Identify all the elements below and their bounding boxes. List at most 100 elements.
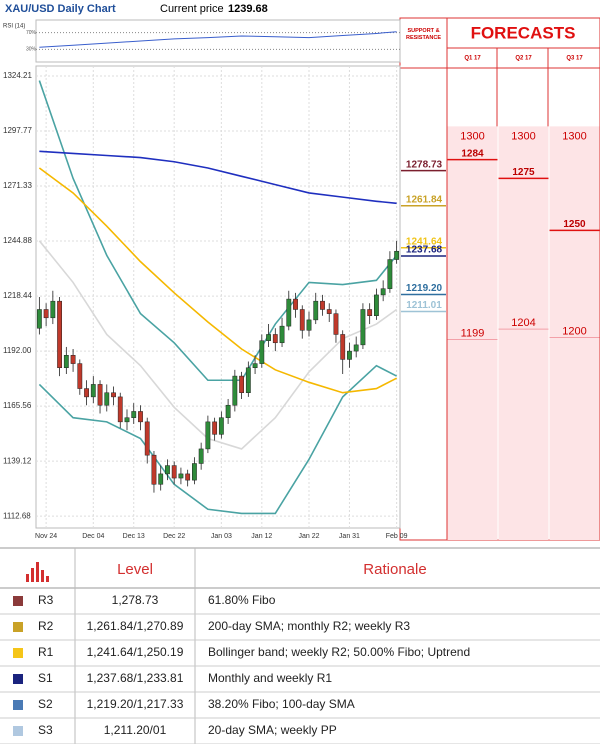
candle-body <box>380 288 386 296</box>
row-swatch <box>13 674 23 684</box>
row-name: R1 <box>38 645 54 659</box>
candle-body <box>151 454 157 485</box>
chart-title: XAU/USD Daily Chart <box>5 3 116 15</box>
forecast-mid: 1284 <box>461 148 484 159</box>
x-tick-label: Nov 24 <box>35 533 57 540</box>
rsi-line <box>39 31 397 48</box>
forecast-period: Q2 17 <box>515 56 532 62</box>
icon-bar <box>36 562 39 582</box>
row-rationale: 61.80% Fibo <box>208 593 276 607</box>
candle-body <box>232 375 238 406</box>
row-name: S3 <box>38 723 53 737</box>
y-tick-label: 1297.77 <box>3 126 32 135</box>
row-level: 1,261.84/1,270.89 <box>87 619 184 633</box>
row-level: 1,219.20/1,217.33 <box>87 697 184 711</box>
candle-body <box>225 404 231 418</box>
icon-bar <box>31 568 34 582</box>
row-name: R2 <box>38 619 54 633</box>
candle-body <box>340 334 346 360</box>
x-tick-label: Dec 13 <box>123 533 145 540</box>
candle-body <box>320 300 325 310</box>
row-swatch <box>13 700 23 710</box>
y-tick-label: 1218.44 <box>3 291 32 300</box>
rsi-tick-label: 30% <box>26 47 37 53</box>
candle-body <box>185 473 191 481</box>
candle-body <box>138 411 143 423</box>
candle-body <box>360 309 366 346</box>
x-tick-label: Jan 03 <box>211 533 232 540</box>
forecast-mid: 1275 <box>512 167 535 178</box>
forecast-range <box>549 126 600 540</box>
row-swatch <box>13 622 23 632</box>
row-rationale: 38.20% Fibo; 100-day SMA <box>208 697 355 711</box>
candle-body <box>90 384 96 398</box>
candle-body <box>84 388 89 398</box>
y-tick-label: 1192.00 <box>3 346 32 355</box>
candle-body <box>245 367 251 393</box>
candle-body <box>218 417 224 435</box>
candle-body <box>178 473 184 479</box>
x-tick-label: Jan 22 <box>298 533 319 540</box>
overlay-line <box>39 150 397 205</box>
forecast-low: 1204 <box>511 317 535 329</box>
candle-body <box>266 334 271 341</box>
candle-body <box>36 309 42 329</box>
row-rationale: 200-day SMA; monthly R2; weekly R3 <box>208 619 410 633</box>
candle-body <box>192 463 197 481</box>
candle-body <box>252 363 258 369</box>
candle-body <box>117 396 123 423</box>
table-header: Rationale <box>363 561 426 578</box>
rsi-label: RSI (14) <box>3 24 25 30</box>
row-level: 1,278.73 <box>112 593 159 607</box>
candle-body <box>165 465 170 475</box>
row-name: S1 <box>38 671 53 685</box>
level-label: 1237.68 <box>406 245 443 256</box>
overlay-line <box>38 80 398 382</box>
row-rationale: Monthly and weekly R1 <box>208 671 332 685</box>
candle-body <box>279 325 285 344</box>
row-swatch <box>13 596 23 606</box>
rsi-tick-label: 70% <box>26 30 37 36</box>
icon-bar <box>46 576 49 582</box>
level-label: 1219.20 <box>406 283 443 294</box>
candle-body <box>313 300 319 321</box>
row-rationale: 20-day SMA; weekly PP <box>208 723 337 737</box>
sr-title-box: SUPPORT & RESISTANCE <box>406 28 441 41</box>
x-tick-label: Dec 22 <box>163 533 185 540</box>
level-label: 1211.01 <box>406 300 442 311</box>
row-rationale: Bollinger band; weekly R2; 50.00% Fibo; … <box>208 645 470 659</box>
forecast-high: 1300 <box>511 130 535 142</box>
forecast-high: 1300 <box>460 130 484 142</box>
candle-body <box>326 309 332 314</box>
forecast-low: 1199 <box>461 327 485 339</box>
plot-area <box>35 65 401 529</box>
overlay-line <box>38 240 398 450</box>
overlay-line <box>38 167 397 394</box>
y-tick-label: 1244.88 <box>3 236 32 245</box>
icon-bar <box>26 574 29 582</box>
y-tick-label: 1139.12 <box>3 456 32 465</box>
candle-body <box>306 319 312 331</box>
candle-body <box>70 355 76 364</box>
candle-body <box>131 411 137 418</box>
candle-body <box>198 448 204 464</box>
candle-body <box>124 417 130 423</box>
forecast-low: 1200 <box>562 325 586 337</box>
forecast-mid: 1250 <box>563 219 586 230</box>
candle-body <box>259 340 265 364</box>
level-label: 1241.64 <box>406 236 443 247</box>
candle-body <box>50 300 56 319</box>
candle-body <box>299 309 305 331</box>
candle-body <box>272 334 278 344</box>
candle-body <box>77 363 83 389</box>
candle-body <box>212 421 218 435</box>
rsi-panel <box>35 19 401 63</box>
y-tick-label: 1271.33 <box>3 181 32 190</box>
y-tick-label: 1165.56 <box>3 401 32 410</box>
candle-body <box>353 344 359 352</box>
candle-body <box>293 298 298 310</box>
forecast-range <box>447 126 498 540</box>
current-price-label: Current price <box>160 3 224 15</box>
x-tick-label: Jan 12 <box>251 533 272 540</box>
forecast-period: Q3 17 <box>566 56 583 62</box>
